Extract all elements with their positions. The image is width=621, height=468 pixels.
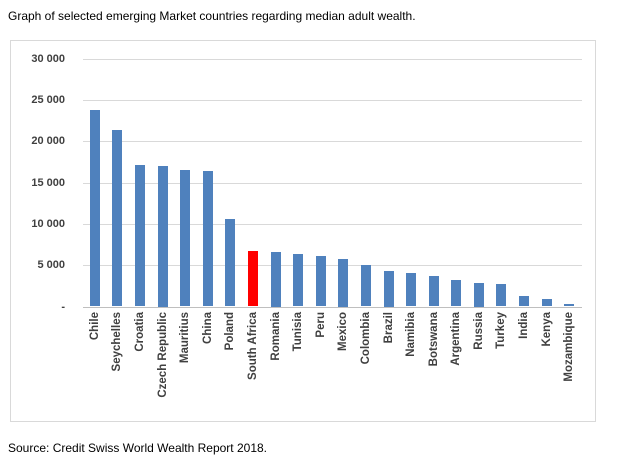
x-axis-label-india: India bbox=[518, 312, 530, 339]
gridline-5000 bbox=[83, 265, 582, 267]
x-axis-label-seychelles: Seychelles bbox=[111, 312, 124, 372]
x-axis-label-russia: Russia bbox=[472, 312, 485, 350]
gridline-10000 bbox=[83, 223, 582, 225]
bar-mexico[interactable] bbox=[338, 259, 349, 307]
bar-poland[interactable] bbox=[225, 218, 236, 307]
x-axis-label-mexico: Mexico bbox=[337, 312, 350, 351]
x-axis-label-turkey: Turkey bbox=[495, 312, 508, 349]
gridline-15000 bbox=[83, 182, 582, 184]
x-axis-label-tunisia: Tunisia bbox=[292, 312, 305, 352]
source-caption: Source: Credit Swiss World Wealth Report… bbox=[8, 441, 268, 455]
chart-area[interactable]: 30 000 25 000 20 000 15 000 10 000 5 000 - Chi… bbox=[10, 40, 596, 422]
bar-india[interactable] bbox=[519, 296, 529, 307]
x-axis-label-brazil: Brazil bbox=[382, 312, 395, 344]
x-axis-label-mozambique: Mozambique bbox=[563, 312, 576, 382]
bar-chile[interactable] bbox=[89, 109, 100, 307]
y-axis-tick-label: 15 000 bbox=[31, 176, 65, 189]
bar-croatia[interactable] bbox=[135, 164, 145, 307]
x-axis-label-czech-republic: Czech Republic bbox=[156, 312, 169, 398]
bar-south-africa[interactable] bbox=[247, 250, 258, 307]
chart-title-caption: Graph of selected emerging Market countr… bbox=[8, 9, 416, 23]
x-axis-line bbox=[83, 306, 582, 308]
x-axis-label-croatia: Croatia bbox=[134, 312, 146, 352]
x-axis-label-chile: Chile bbox=[88, 312, 101, 341]
bar-peru[interactable] bbox=[315, 256, 326, 307]
x-axis-label-romania: Romania bbox=[269, 312, 282, 361]
bar-turkey[interactable] bbox=[496, 283, 507, 307]
x-axis-label-peru: Peru bbox=[314, 312, 327, 338]
y-axis-tick-label: 30 000 bbox=[31, 52, 65, 65]
x-axis-label-mauritius: Mauritius bbox=[179, 312, 192, 364]
bar-colombia[interactable] bbox=[360, 265, 371, 307]
gridline-20000 bbox=[83, 141, 582, 143]
y-axis-tick-label: 25 000 bbox=[31, 93, 65, 106]
bar-romania[interactable] bbox=[270, 251, 281, 307]
gridline-30000 bbox=[83, 58, 582, 60]
bar-mauritius[interactable] bbox=[180, 170, 191, 307]
bar-seychelles[interactable] bbox=[112, 129, 123, 307]
x-axis-label-poland: Poland bbox=[224, 312, 237, 351]
bar-russia[interactable] bbox=[473, 282, 484, 307]
bar-mozambique[interactable] bbox=[564, 304, 575, 307]
x-axis-label-kenya: Kenya bbox=[540, 312, 553, 347]
x-axis-label-colombia: Colombia bbox=[359, 312, 372, 365]
y-axis-tick-label: 20 000 bbox=[31, 135, 65, 148]
x-axis-label-botswana: Botswana bbox=[427, 312, 440, 367]
x-axis-label-argentina: Argentina bbox=[450, 312, 463, 366]
bar-kenya[interactable] bbox=[541, 299, 552, 307]
x-axis-label-south-africa: South Africa bbox=[246, 312, 259, 380]
y-axis-tick-label: - bbox=[61, 300, 65, 313]
bar-brazil[interactable] bbox=[383, 271, 394, 307]
y-axis-tick-label: 10 000 bbox=[31, 217, 65, 230]
bar-botswana[interactable] bbox=[428, 275, 439, 307]
bar-argentina[interactable] bbox=[451, 279, 462, 307]
x-axis-label-china: China bbox=[201, 312, 214, 344]
y-axis-tick-label: 5 000 bbox=[37, 259, 65, 272]
bar-tunisia[interactable] bbox=[293, 254, 304, 307]
bar-czech-republic[interactable] bbox=[157, 166, 168, 307]
x-axis-label-namibia: Namibia bbox=[405, 312, 418, 357]
bar-china[interactable] bbox=[202, 171, 213, 307]
bar-namibia[interactable] bbox=[406, 273, 417, 307]
gridline-25000 bbox=[83, 99, 582, 101]
